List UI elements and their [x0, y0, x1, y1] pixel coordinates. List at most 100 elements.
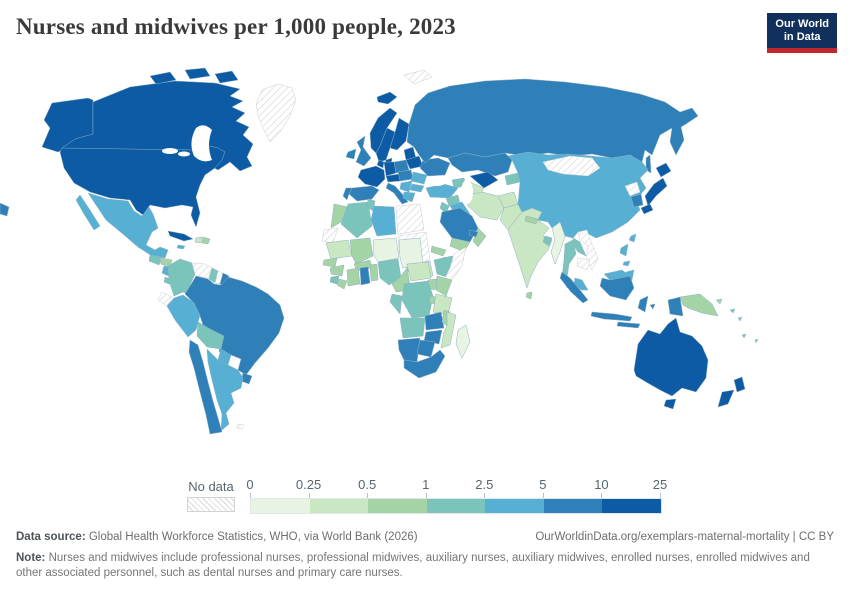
country-ghana[interactable]	[359, 266, 371, 286]
country-romania[interactable]	[410, 171, 428, 185]
country-chile[interactable]	[188, 339, 223, 435]
country-indonesia[interactable]	[637, 295, 649, 313]
country-australia[interactable]	[663, 398, 677, 410]
country-russia[interactable]	[0, 202, 10, 217]
country-germany[interactable]	[383, 161, 397, 177]
country-turkey[interactable]	[425, 183, 459, 199]
country-new-zealand[interactable]	[733, 376, 746, 393]
legend-bin-1-2.5[interactable]	[426, 499, 486, 513]
country-algeria[interactable]	[340, 201, 373, 239]
country-central-african-republic[interactable]	[406, 261, 432, 282]
country-zimbabwe[interactable]	[423, 329, 443, 345]
country-uae[interactable]	[468, 229, 479, 238]
country-cuba[interactable]	[167, 230, 194, 242]
country-fiji[interactable]	[754, 338, 759, 344]
country-italy[interactable]	[385, 182, 409, 205]
country-dominican-republic[interactable]	[201, 236, 211, 245]
country-japan[interactable]	[644, 177, 668, 207]
country-finland[interactable]	[389, 117, 410, 151]
country-portugal[interactable]	[342, 187, 353, 201]
legend-bin-2.5-5[interactable]	[485, 499, 544, 513]
country-vietnam[interactable]	[577, 229, 599, 271]
country-canada[interactable]	[214, 70, 239, 84]
footer-link[interactable]: OurWorldinData.org/exemplars-maternal-mo…	[535, 531, 834, 543]
country-zambia[interactable]	[424, 311, 445, 331]
country-greenland[interactable]	[255, 83, 297, 143]
country-ireland[interactable]	[345, 148, 357, 160]
country-indonesia[interactable]	[667, 296, 684, 317]
country-jamaica[interactable]	[176, 244, 186, 250]
country-namibia[interactable]	[397, 337, 421, 363]
country-kazakhstan[interactable]	[447, 152, 513, 177]
country-liberia[interactable]	[336, 278, 348, 290]
country-sierra-leone[interactable]	[329, 275, 340, 285]
country-egypt[interactable]	[395, 203, 425, 235]
country-fiji[interactable]	[741, 333, 747, 339]
country-philippines[interactable]	[622, 260, 631, 267]
country-solomon-islands[interactable]	[729, 308, 736, 314]
country-madagascar[interactable]	[455, 324, 471, 359]
country-new-zealand[interactable]	[717, 389, 735, 408]
country-greece[interactable]	[402, 191, 416, 203]
country-canada[interactable]	[149, 71, 177, 85]
country-iceland[interactable]	[376, 91, 398, 105]
country-papua-new-guinea[interactable]	[679, 293, 719, 317]
country-united-states[interactable]	[59, 144, 226, 228]
country-laos[interactable]	[572, 237, 587, 257]
country-sri-lanka[interactable]	[525, 291, 533, 300]
country-nepal[interactable]	[524, 215, 539, 225]
country-russia[interactable]	[406, 78, 699, 164]
country-western-sahara[interactable]	[321, 227, 339, 244]
country-benelux[interactable]	[376, 159, 385, 169]
country-peru[interactable]	[166, 294, 201, 338]
country-uzbekistan[interactable]	[469, 171, 499, 189]
country-guinea[interactable]	[329, 264, 345, 277]
country-gabon-congo[interactable]	[389, 293, 403, 315]
country-libya[interactable]	[370, 205, 397, 237]
country-solomon-islands[interactable]	[737, 316, 743, 322]
legend-bin-0.5-1[interactable]	[368, 499, 427, 513]
country-mali[interactable]	[349, 237, 374, 265]
country-morocco[interactable]	[330, 203, 349, 229]
country-guatemala[interactable]	[148, 254, 163, 266]
country-kenya[interactable]	[435, 275, 453, 297]
country-australia[interactable]	[633, 317, 709, 397]
country-venezuela[interactable]	[191, 262, 213, 279]
country-indonesia[interactable]	[559, 271, 589, 304]
country-czechia-hungary[interactable]	[397, 169, 414, 182]
country-indonesia[interactable]	[599, 275, 635, 301]
country-mexico[interactable]	[75, 194, 101, 231]
country-south-korea[interactable]	[630, 193, 644, 208]
country-japan[interactable]	[655, 162, 672, 178]
country-bulgaria[interactable]	[409, 183, 425, 193]
country-united-kingdom[interactable]	[355, 135, 372, 167]
country-cote-divoire[interactable]	[346, 267, 361, 287]
country-japan[interactable]	[640, 203, 654, 215]
country-rwanda-burundi[interactable]	[428, 295, 437, 305]
country-spain[interactable]	[348, 185, 380, 202]
country-indonesia[interactable]	[616, 321, 641, 329]
country-mozambique[interactable]	[440, 311, 457, 349]
country-senegal[interactable]	[322, 257, 338, 268]
country-philippines[interactable]	[619, 243, 629, 257]
legend-bin-10-25[interactable]	[602, 499, 662, 513]
country-ukraine[interactable]	[419, 157, 451, 177]
country-iran[interactable]	[463, 191, 505, 221]
country-north-korea[interactable]	[624, 181, 641, 197]
legend-bin-0.25-0.5[interactable]	[309, 499, 369, 513]
country-bangladesh[interactable]	[542, 235, 553, 247]
legend-bin-5-10[interactable]	[543, 499, 603, 513]
country-niger[interactable]	[372, 237, 400, 263]
country-togo-benin[interactable]	[369, 263, 379, 282]
owid-logo[interactable]: Our World in Data	[767, 13, 837, 53]
legend-no-data[interactable]: No data	[187, 479, 235, 512]
country-indonesia[interactable]	[649, 303, 656, 310]
country-mexico[interactable]	[87, 192, 169, 259]
legend-bin-0-0.25[interactable]	[251, 499, 310, 513]
country-south-africa[interactable]	[403, 349, 446, 379]
country-papua-new-guinea[interactable]	[715, 298, 723, 305]
country-russia[interactable]	[645, 154, 652, 174]
country-indonesia[interactable]	[590, 311, 633, 322]
country-argentina[interactable]	[206, 348, 244, 432]
country-haiti[interactable]	[194, 236, 203, 244]
